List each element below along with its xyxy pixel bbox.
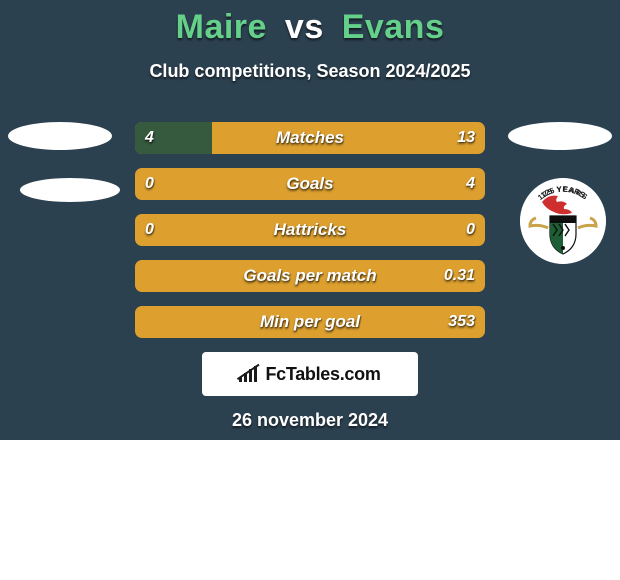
stat-row: 0.31Goals per match — [135, 260, 485, 292]
stat-row: 00Hattricks — [135, 214, 485, 246]
player2-club-crest: 125 YEARS 125 YEARS — [520, 178, 606, 264]
fctables-logo: FcTables.com — [239, 364, 380, 385]
crest-icon: 125 YEARS 125 YEARS — [520, 178, 606, 264]
player2-badge-top — [508, 122, 612, 150]
player1-name: Maire — [176, 8, 267, 46]
subtitle: Club competitions, Season 2024/2025 — [0, 61, 620, 82]
comparison-card: Maire vs Evans Club competitions, Season… — [0, 0, 620, 440]
player2-name: Evans — [342, 8, 445, 46]
source-logo-box: FcTables.com — [202, 352, 418, 396]
stat-row: 353Min per goal — [135, 306, 485, 338]
stat-row: 04Goals — [135, 168, 485, 200]
stat-row: 413Matches — [135, 122, 485, 154]
date-text: 26 november 2024 — [0, 410, 620, 431]
stat-bars: 413Matches 04Goals 00Hattricks 0.31Goals pe… — [135, 122, 485, 352]
stat-label: Goals per match — [135, 266, 485, 286]
stat-label: Goals — [135, 174, 485, 194]
chart-icon — [239, 366, 259, 382]
player1-badge-top — [8, 122, 112, 150]
stat-label: Hattricks — [135, 220, 485, 240]
stat-label: Matches — [135, 128, 485, 148]
player1-badge-bottom — [20, 178, 120, 202]
title: Maire vs Evans — [0, 8, 620, 47]
stat-label: Min per goal — [135, 312, 485, 332]
logo-text: FcTables.com — [265, 364, 380, 385]
title-vs: vs — [285, 8, 324, 46]
